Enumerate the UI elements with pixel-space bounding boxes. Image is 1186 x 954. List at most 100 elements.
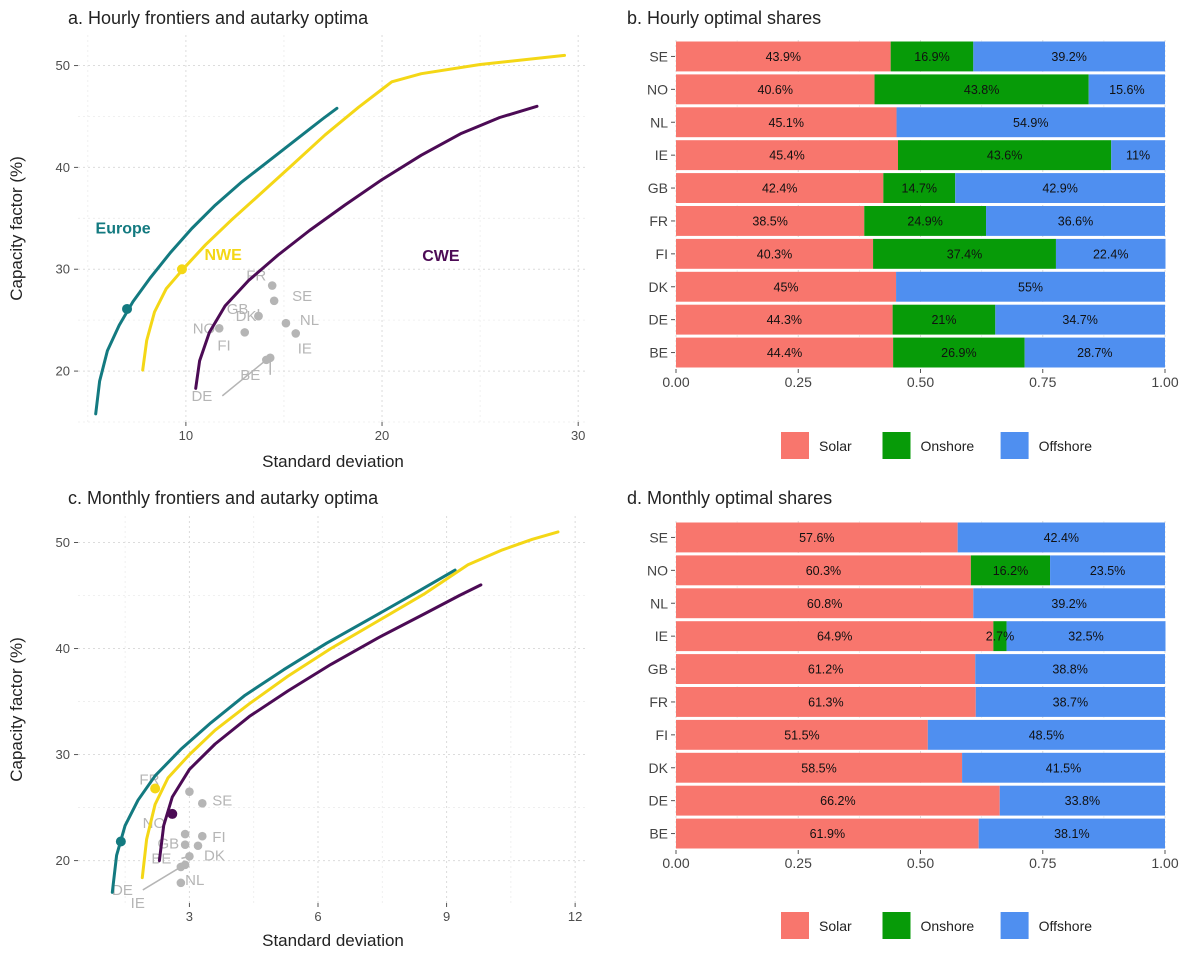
bar-segment-offshore bbox=[975, 687, 1165, 717]
bar-segment-onshore bbox=[873, 238, 1056, 269]
bar-value-label: 55% bbox=[1018, 280, 1043, 294]
bar-segment-solar bbox=[676, 818, 979, 849]
bar-segment-offshore bbox=[973, 41, 1165, 72]
bar-value-label: 58.5% bbox=[801, 761, 836, 775]
x-tick-label: 0.75 bbox=[1029, 855, 1056, 871]
bar-segment-onshore bbox=[874, 74, 1089, 105]
legend-label-solar: Solar bbox=[819, 918, 852, 934]
bar-value-label: 42.4% bbox=[762, 182, 797, 196]
y-tick-label: IE bbox=[655, 628, 668, 644]
y-tick-label: GB bbox=[648, 180, 668, 196]
y-tick-label: 40 bbox=[56, 641, 70, 656]
panel-title: d. Monthly optimal shares bbox=[627, 488, 832, 508]
bar-segment-solar bbox=[676, 304, 893, 335]
bar-value-label: 32.5% bbox=[1068, 630, 1103, 644]
bar-value-label: 60.3% bbox=[806, 564, 841, 578]
y-tick-label: DK bbox=[649, 279, 669, 295]
panel-title: c. Monthly frontiers and autarky optima bbox=[68, 488, 379, 508]
autarky-marker-europe bbox=[122, 303, 133, 314]
bar-value-label: 44.3% bbox=[767, 313, 802, 327]
panel-title: b. Hourly optimal shares bbox=[627, 8, 821, 28]
x-tick-label: 30 bbox=[571, 428, 585, 443]
country-point-fr bbox=[185, 787, 194, 796]
bar-value-label: 40.6% bbox=[758, 83, 793, 97]
country-label-ie: IE bbox=[298, 340, 312, 357]
y-tick-label: DE bbox=[649, 793, 668, 809]
legend-label-solar: Solar bbox=[819, 438, 852, 454]
country-point-dk bbox=[254, 311, 263, 321]
bar-value-label: 43.8% bbox=[964, 83, 999, 97]
x-tick-label: 6 bbox=[314, 909, 321, 924]
legend-swatch-onshore bbox=[882, 912, 911, 939]
bar-segment-offshore bbox=[896, 107, 1165, 138]
country-label-nl: NL bbox=[300, 312, 319, 329]
bar-value-label: 61.2% bbox=[808, 663, 843, 677]
bar-value-label: 37.4% bbox=[947, 247, 982, 261]
bar-segment-onshore bbox=[993, 621, 1007, 652]
y-tick-label: FR bbox=[649, 213, 668, 229]
country-label-ie: IE bbox=[131, 895, 145, 912]
y-tick-label: BE bbox=[649, 826, 668, 842]
bar-value-label: 48.5% bbox=[1029, 728, 1064, 742]
bar-segment-solar bbox=[676, 238, 874, 269]
legend: Solar Onshore Offshore bbox=[781, 432, 1092, 459]
bar-value-label: 33.8% bbox=[1065, 794, 1100, 808]
country-label-fi: FI bbox=[212, 829, 225, 846]
bar-segment-onshore bbox=[883, 173, 956, 203]
country-point-no bbox=[180, 829, 190, 839]
x-tick-label: 0.50 bbox=[907, 855, 934, 871]
panel-c: c. Monthly frontiers and autarky optima 3… bbox=[7, 488, 588, 950]
panel-b: b. Hourly optimal shares SE 43.9% 16.9% 39.2… bbox=[627, 8, 1179, 459]
series-line-europe bbox=[110, 568, 457, 894]
x-tick-label: 0.00 bbox=[662, 374, 689, 390]
country-point-fi bbox=[240, 328, 250, 337]
x-tick-label: 20 bbox=[375, 428, 389, 443]
country-point-dk bbox=[193, 841, 203, 851]
bar-value-label: 34.7% bbox=[1062, 313, 1097, 327]
autarky-marker bbox=[150, 783, 161, 794]
bar-segment-solar bbox=[676, 555, 971, 586]
bar-value-label: 28.7% bbox=[1077, 346, 1112, 360]
country-label-se: SE bbox=[292, 288, 312, 305]
bar-segment-solar bbox=[676, 173, 884, 203]
bar-value-label: 36.6% bbox=[1058, 214, 1093, 228]
bar-segment-offshore bbox=[1050, 555, 1165, 586]
bar-value-label: 39.2% bbox=[1051, 597, 1086, 611]
x-tick-label: 0.25 bbox=[785, 855, 812, 871]
bar-segment-solar bbox=[676, 621, 994, 652]
y-tick-label: SE bbox=[649, 529, 668, 545]
bar-value-label: 39.2% bbox=[1051, 50, 1086, 64]
autarky-marker-nwe bbox=[176, 264, 187, 275]
y-tick-label: 40 bbox=[56, 160, 70, 175]
bar-segment-offshore bbox=[1088, 74, 1165, 105]
y-tick-label: DE bbox=[649, 312, 668, 328]
y-tick-label: 30 bbox=[56, 747, 70, 762]
series-label-cwe: CWE bbox=[422, 248, 460, 265]
legend-label-onshore: Onshore bbox=[921, 918, 975, 934]
bar-value-label: 16.9% bbox=[914, 50, 949, 64]
country-point-ie bbox=[291, 329, 301, 338]
bar-segment-offshore bbox=[896, 271, 1165, 302]
y-tick-label: IE bbox=[655, 147, 668, 163]
bar-value-label: 11% bbox=[1126, 149, 1150, 163]
country-label-dk: DK bbox=[204, 848, 225, 865]
bar-segment-offshore bbox=[986, 206, 1165, 236]
legend: Solar Onshore Offshore bbox=[781, 912, 1092, 939]
country-point-fr bbox=[267, 281, 277, 290]
y-tick-label: NL bbox=[650, 595, 668, 611]
bar-value-label: 42.9% bbox=[1042, 182, 1077, 196]
y-tick-label: 50 bbox=[56, 58, 70, 73]
y-tick-label: FI bbox=[656, 246, 668, 262]
country-leader-line bbox=[181, 855, 190, 860]
y-tick-label: FR bbox=[649, 694, 668, 710]
bar-segment-solar bbox=[676, 337, 894, 368]
bar-segment-onshore bbox=[864, 206, 987, 236]
bar-segment-offshore bbox=[1111, 140, 1165, 171]
bar-segment-offshore bbox=[975, 654, 1165, 684]
series-label-europe: Europe bbox=[96, 221, 151, 238]
bar-segment-onshore bbox=[898, 140, 1112, 171]
bar-value-label: 38.1% bbox=[1054, 827, 1089, 841]
bar-segment-offshore bbox=[995, 304, 1165, 335]
country-label-gb: GB bbox=[227, 301, 249, 318]
country-point-nl bbox=[281, 318, 291, 328]
